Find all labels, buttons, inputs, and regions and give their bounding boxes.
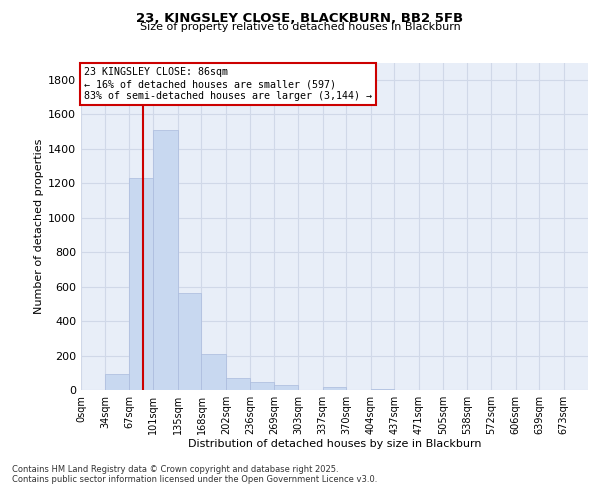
Text: 23, KINGSLEY CLOSE, BLACKBURN, BB2 5FB: 23, KINGSLEY CLOSE, BLACKBURN, BB2 5FB	[136, 12, 464, 26]
Bar	[323, 386, 346, 390]
Bar	[154, 130, 178, 390]
Bar	[106, 374, 129, 390]
Text: Size of property relative to detached houses in Blackburn: Size of property relative to detached ho…	[140, 22, 460, 32]
Text: Contains HM Land Registry data © Crown copyright and database right 2025.: Contains HM Land Registry data © Crown c…	[12, 466, 338, 474]
Bar	[250, 382, 274, 390]
Y-axis label: Number of detached properties: Number of detached properties	[34, 138, 44, 314]
X-axis label: Distribution of detached houses by size in Blackburn: Distribution of detached houses by size …	[188, 438, 481, 448]
Text: Contains public sector information licensed under the Open Government Licence v3: Contains public sector information licen…	[12, 476, 377, 484]
Bar	[226, 378, 250, 390]
Bar	[371, 389, 394, 390]
Bar	[202, 354, 226, 390]
Bar	[178, 292, 202, 390]
Bar	[274, 385, 298, 390]
Text: 23 KINGSLEY CLOSE: 86sqm
← 16% of detached houses are smaller (597)
83% of semi-: 23 KINGSLEY CLOSE: 86sqm ← 16% of detach…	[83, 68, 371, 100]
Bar	[129, 178, 154, 390]
